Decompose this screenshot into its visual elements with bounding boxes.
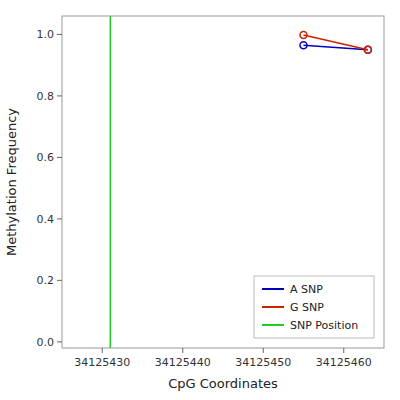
y-tick-label: 0.6 [37,151,55,164]
series-point [300,32,307,39]
y-tick [57,157,62,158]
x-tick-label: 34125450 [235,356,291,369]
x-tick-label: 34125460 [316,356,372,369]
legend: A SNP G SNP SNP Position [254,276,374,338]
y-tick-label: 0.4 [37,213,55,226]
legend-label: A SNP [290,283,323,296]
series-line [304,35,368,50]
y-tick [57,218,62,219]
chart-container: 34125430 34125440 34125450 34125460 0.0 0.2 0.… [0,0,400,400]
y-tick [57,34,62,35]
series-point [300,42,307,49]
y-tick [57,280,62,281]
x-tick-label: 34125430 [74,356,130,369]
x-tick [182,348,183,353]
x-tick [102,348,103,353]
y-tick [57,95,62,96]
legend-label: SNP Position [290,319,358,332]
y-tick-label: 0.0 [37,336,55,349]
legend-box [254,276,374,338]
x-tick-label: 34125440 [155,356,211,369]
snp-position-line [110,16,112,348]
legend-swatch [262,306,284,308]
plot-frame [62,16,384,348]
y-tick [57,341,62,342]
y-tick-label: 0.2 [37,274,55,287]
y-tick-label: 1.0 [37,28,55,41]
x-tick [263,348,264,353]
legend-label: G SNP [290,301,324,314]
x-axis-label: CpG Coordinates [168,376,278,391]
y-axis-label: Methylation Frequency [4,108,19,256]
y-tick-label: 0.8 [37,90,55,103]
x-tick [343,348,344,353]
series-point [364,46,371,53]
chart: 34125430 34125440 34125450 34125460 0.0 0.2 0.… [0,0,400,400]
legend-swatch [262,288,284,290]
legend-swatch [262,324,284,326]
